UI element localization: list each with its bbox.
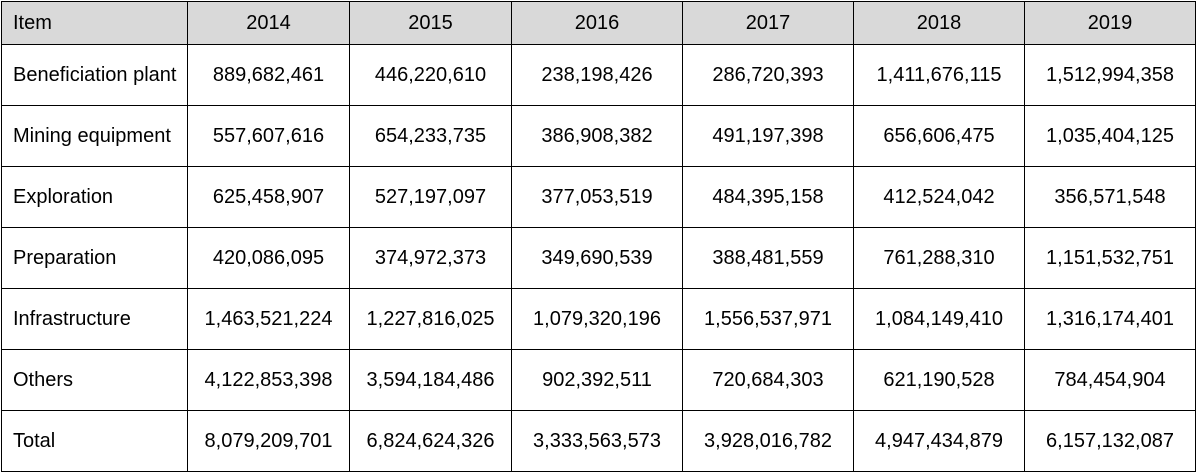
table-cell: 902,392,511	[511, 349, 683, 411]
table-cell: 1,151,532,751	[1024, 227, 1196, 289]
table-cell: 1,463,521,224	[187, 288, 350, 350]
table-cell: 720,684,303	[682, 349, 854, 411]
table-cell: 1,411,676,115	[853, 44, 1025, 106]
table-cell: 374,972,373	[349, 227, 512, 289]
table-row: Others 4,122,853,398 3,594,184,486 902,3…	[1, 349, 1196, 411]
column-header-2017: 2017	[682, 1, 854, 45]
table-cell: 1,512,994,358	[1024, 44, 1196, 106]
table-cell: 412,524,042	[853, 166, 1025, 228]
total-row: Total 8,079,209,701 6,824,624,326 3,333,…	[1, 410, 1196, 472]
table-row: Exploration 625,458,907 527,197,097 377,…	[1, 166, 1196, 228]
row-label: Preparation	[1, 227, 188, 289]
row-label: Infrastructure	[1, 288, 188, 350]
table-cell: 349,690,539	[511, 227, 683, 289]
table-row: Infrastructure 1,463,521,224 1,227,816,0…	[1, 288, 1196, 350]
table-cell: 1,316,174,401	[1024, 288, 1196, 350]
table-cell: 557,607,616	[187, 105, 350, 167]
table-cell: 8,079,209,701	[187, 410, 350, 472]
table-row: Mining equipment 557,607,616 654,233,735…	[1, 105, 1196, 167]
table-cell: 621,190,528	[853, 349, 1025, 411]
table-cell: 1,079,320,196	[511, 288, 683, 350]
table-cell: 386,908,382	[511, 105, 683, 167]
table-row: Preparation 420,086,095 374,972,373 349,…	[1, 227, 1196, 289]
column-header-2015: 2015	[349, 1, 512, 45]
table-cell: 656,606,475	[853, 105, 1025, 167]
table-cell: 889,682,461	[187, 44, 350, 106]
table-cell: 1,035,404,125	[1024, 105, 1196, 167]
table-cell: 4,122,853,398	[187, 349, 350, 411]
table-cell: 654,233,735	[349, 105, 512, 167]
header-row: Item 2014 2015 2016 2017 2018 2019	[1, 1, 1196, 45]
column-header-item: Item	[1, 1, 188, 45]
table-cell: 6,824,624,326	[349, 410, 512, 472]
column-header-2014: 2014	[187, 1, 350, 45]
table-cell: 1,084,149,410	[853, 288, 1025, 350]
table-cell: 491,197,398	[682, 105, 854, 167]
row-label: Beneficiation plant	[1, 44, 188, 106]
table-cell: 1,556,537,971	[682, 288, 854, 350]
row-label: Others	[1, 349, 188, 411]
table-cell: 420,086,095	[187, 227, 350, 289]
table-cell: 238,198,426	[511, 44, 683, 106]
table-cell: 527,197,097	[349, 166, 512, 228]
table-cell: 286,720,393	[682, 44, 854, 106]
table-cell: 388,481,559	[682, 227, 854, 289]
table-cell: 761,288,310	[853, 227, 1025, 289]
table-cell: 1,227,816,025	[349, 288, 512, 350]
table-row: Beneficiation plant 889,682,461 446,220,…	[1, 44, 1196, 106]
table-cell: 446,220,610	[349, 44, 512, 106]
column-header-2016: 2016	[511, 1, 683, 45]
row-label: Total	[1, 410, 188, 472]
column-header-2019: 2019	[1024, 1, 1196, 45]
table-cell: 6,157,132,087	[1024, 410, 1196, 472]
table-cell: 3,594,184,486	[349, 349, 512, 411]
table-cell: 377,053,519	[511, 166, 683, 228]
table-cell: 625,458,907	[187, 166, 350, 228]
table-cell: 3,928,016,782	[682, 410, 854, 472]
table-cell: 4,947,434,879	[853, 410, 1025, 472]
table-cell: 356,571,548	[1024, 166, 1196, 228]
table-cell: 484,395,158	[682, 166, 854, 228]
table-cell: 3,333,563,573	[511, 410, 683, 472]
row-label: Mining equipment	[1, 105, 188, 167]
row-label: Exploration	[1, 166, 188, 228]
table-cell: 784,454,904	[1024, 349, 1196, 411]
column-header-2018: 2018	[853, 1, 1025, 45]
